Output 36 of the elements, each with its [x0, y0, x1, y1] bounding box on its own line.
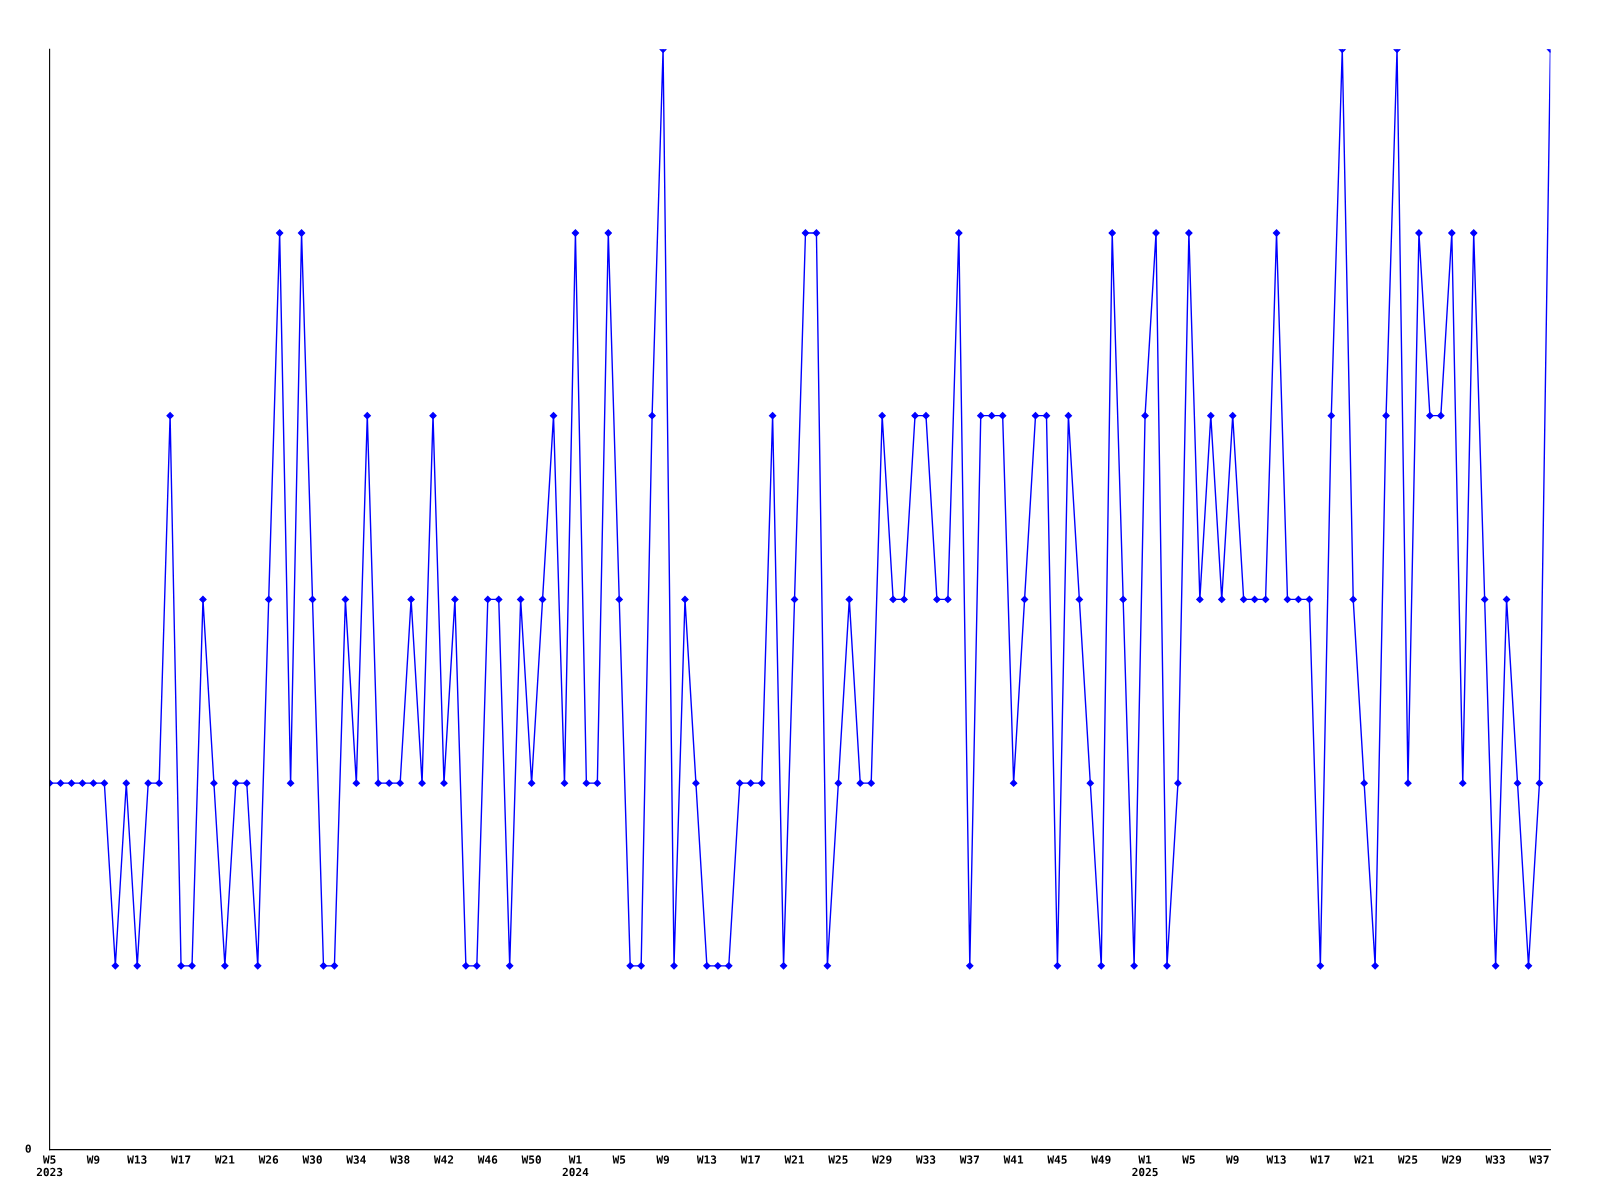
- x-tick-label: W17: [1310, 1155, 1330, 1164]
- x-tick-label: W9: [1226, 1155, 1239, 1164]
- x-tick-label: W17: [171, 1155, 191, 1164]
- x-tick-label: W5: [612, 1155, 626, 1164]
- x-tick-label: W25: [828, 1155, 848, 1164]
- x-tick-label: W13: [1266, 1155, 1286, 1164]
- x-tick-label: W1 2024: [562, 1155, 589, 1177]
- x-tick-label: W13: [127, 1155, 147, 1164]
- x-tick-label: W5 2023: [36, 1155, 63, 1177]
- x-tick-label: W50: [521, 1155, 541, 1164]
- x-tick-label: W37: [1529, 1155, 1549, 1164]
- x-tick-label: W29: [872, 1155, 892, 1164]
- x-tick-label: W13: [696, 1155, 717, 1164]
- x-tick-label: W38: [390, 1155, 410, 1164]
- x-tick-label: W9: [656, 1155, 670, 1164]
- x-tick-label: W34: [346, 1155, 366, 1164]
- x-tick-label: W9: [86, 1155, 100, 1164]
- x-tick-label: W37: [959, 1155, 979, 1164]
- x-tick-label: W49: [1091, 1155, 1111, 1164]
- x-tick-label: W25: [1397, 1155, 1418, 1164]
- x-tick-label: W1 2025: [1132, 1155, 1158, 1177]
- x-tick-label: W29: [1441, 1155, 1462, 1164]
- x-tick-label: W42: [433, 1155, 454, 1164]
- x-tick-label: W45: [1047, 1155, 1067, 1164]
- x-tick-label: W17: [740, 1155, 760, 1164]
- x-tick-label: W30: [302, 1155, 322, 1164]
- text: 0: [25, 1144, 31, 1153]
- x-tick-label: W21: [214, 1155, 235, 1164]
- x-tick-label: W41: [1003, 1155, 1024, 1164]
- x-tick-label: W5: [1182, 1155, 1195, 1164]
- x-tick-label: W26: [258, 1155, 279, 1164]
- x-tick-label: W33: [1485, 1155, 1505, 1164]
- x-tick-label: W46: [477, 1155, 498, 1164]
- x-tick-label: W33: [915, 1155, 936, 1164]
- x-tick-label: W21: [784, 1155, 805, 1164]
- x-tick-label: W21: [1354, 1155, 1374, 1164]
